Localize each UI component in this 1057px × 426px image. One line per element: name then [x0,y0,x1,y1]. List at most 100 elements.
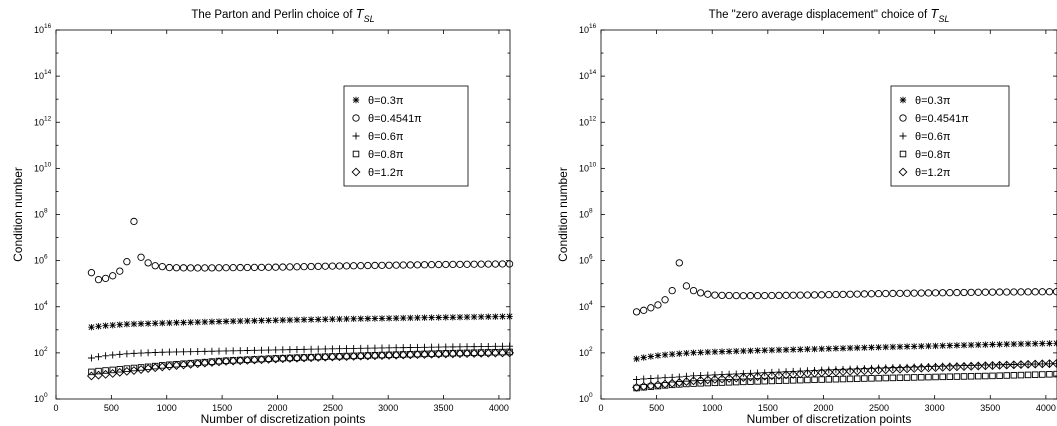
data-point [646,381,656,391]
data-point [448,349,458,359]
data-point [917,289,925,297]
legend-label: θ=0.3π [915,95,951,107]
data-point [477,349,485,356]
data-point [1024,360,1032,368]
x-tick-label: 3000 [925,403,945,413]
data-point [391,350,401,360]
data-point [939,342,946,349]
data-point [421,314,428,321]
data-point [703,375,713,385]
data-point [853,375,861,382]
data-point [463,260,471,268]
data-point [484,260,492,268]
data-point [116,365,124,373]
data-point [130,349,138,357]
x-tick-label: 3500 [434,403,454,413]
data-point [939,289,947,297]
data-point [661,296,669,304]
data-point [704,371,712,379]
data-point [286,346,294,354]
data-point [939,373,946,381]
data-point [761,291,769,300]
data-point [484,342,492,350]
data-point [342,352,351,361]
data-point [982,372,989,380]
data-point [953,342,961,349]
data-point [690,380,697,387]
data-point [279,316,286,324]
data-point [768,346,776,354]
legend-label: θ=1.2π [368,167,404,179]
data-point [682,372,690,380]
data-point [377,351,387,360]
data-point [647,375,655,383]
data-point [1016,360,1026,370]
data-point [653,380,663,390]
data-point [137,253,145,261]
data-point [115,367,125,377]
data-point [802,369,812,378]
x-tick-label: 3000 [378,403,398,413]
data-point [477,260,485,268]
data-point [123,350,131,358]
data-point [469,349,479,358]
data-point [825,366,833,374]
data-point [164,361,174,371]
x-tick-label: 1000 [157,403,177,413]
data-point [243,347,251,355]
data-point [158,262,166,271]
data-point [307,345,315,353]
legend-marker [352,114,360,122]
series-plus [633,360,1057,384]
data-point [180,348,188,356]
data-point [329,315,336,323]
data-point [711,291,719,299]
data-point [243,263,251,272]
data-point [832,345,840,352]
data-point [108,369,118,378]
data-point [1010,340,1018,348]
data-point [215,264,223,272]
data-point [442,343,450,351]
x-tick-label: 3500 [980,403,1000,413]
data-point [109,321,116,329]
data-point [845,366,855,376]
data-point [889,289,897,298]
data-point [925,373,932,381]
data-point [441,349,451,359]
data-point [683,349,690,357]
data-point [412,350,422,360]
data-point [490,348,500,358]
data-point [1053,340,1057,347]
data-point [681,377,691,386]
data-point [818,366,826,374]
data-point [810,291,819,299]
data-point [364,261,372,270]
data-point [307,262,315,271]
legend-marker [352,150,360,158]
data-point [973,361,983,371]
legend-label: θ=0.6π [915,131,951,143]
data-point [660,379,670,389]
y-tick-label: 1016 [34,23,52,35]
data-point [690,349,697,356]
data-point [754,378,761,385]
data-point [413,261,422,269]
data-point [208,264,216,272]
data-point [420,261,429,269]
data-point [632,308,641,316]
data-point [910,374,918,381]
data-point [1046,371,1053,378]
legend-label: θ=0.6π [368,131,404,143]
data-point [505,348,514,358]
data-point [995,360,1005,370]
data-point [654,301,662,309]
data-point [768,377,776,385]
data-point [122,366,132,376]
data-point [718,348,726,355]
data-point [456,260,464,268]
data-point [1002,360,1012,370]
data-point [725,291,733,300]
data-point [384,350,394,360]
y-tick-label: 102 [579,346,593,358]
